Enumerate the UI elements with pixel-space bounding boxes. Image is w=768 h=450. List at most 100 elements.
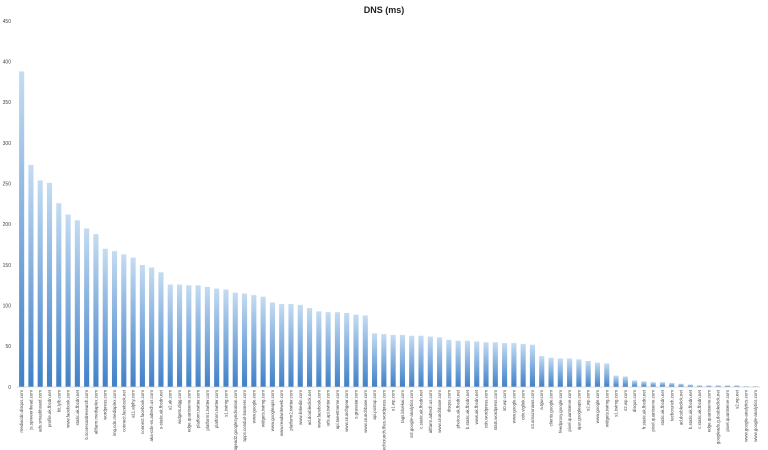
x-tick-label: www.google.com (595, 390, 600, 424)
y-tick-label: 300 (3, 141, 12, 147)
x-tick-label: techcrunch.com (669, 390, 674, 421)
bar (251, 295, 257, 387)
bar (260, 296, 266, 387)
x-tick-label: s3.amazonaws.com (530, 390, 535, 429)
x-tick-label: stats.wordpress.com (493, 390, 498, 431)
bar (121, 254, 127, 387)
x-tick-label: b.static.ak.fbcdn.net (465, 389, 470, 429)
bar (28, 164, 34, 387)
bar (687, 384, 693, 387)
x-tick-label: googleads.g.doubleclick.net (716, 389, 721, 444)
bar (288, 304, 294, 387)
x-tick-label: www.crunchbase.com (437, 390, 442, 433)
bar (427, 336, 433, 387)
chart-title: DNS (ms) (364, 5, 405, 15)
x-tick-label: www.linkedin.com (298, 390, 303, 425)
x-tick-label: ads.smashboard.com (38, 390, 43, 432)
bar (372, 333, 378, 387)
x-tick-label: img.cdn.mediaplex.com (112, 390, 117, 436)
x-tick-label: api.tweetmeme.com (335, 390, 340, 430)
x-tick-label: www.googleapis.com (270, 390, 275, 432)
bar (232, 292, 238, 387)
bar (706, 385, 712, 387)
x-tick-label: c.static.ak.fbcdn.net (419, 389, 424, 429)
bar (316, 311, 322, 387)
x-tick-label: static.ak.fbcdn.net (75, 389, 80, 425)
bar (622, 376, 628, 387)
y-tick-label: 350 (3, 100, 12, 106)
x-tick-label: edge.quantserve.com (186, 390, 191, 433)
x-tick-label: wordpress.com (103, 390, 108, 420)
x-tick-label: s0.wp.com (502, 390, 507, 411)
bar (650, 382, 656, 387)
x-tick-label: ajax.googleapis.com (576, 390, 581, 430)
x-tick-label: disqus.com (632, 390, 637, 413)
bar (37, 180, 43, 387)
x-tick-label: apps.conduit-banners.com (242, 390, 247, 442)
bar (511, 343, 517, 387)
bar (344, 312, 350, 387)
x-tick-label: a.tgw.com (539, 390, 544, 410)
x-tick-label: s1.wp.com (391, 390, 396, 411)
bar (74, 220, 80, 387)
bar (381, 334, 387, 387)
bar (334, 312, 340, 387)
bar (223, 289, 229, 387)
x-tick-label: www.crunchgear.com (344, 390, 349, 432)
bar (362, 315, 368, 387)
x-tick-label: www.google.com (511, 390, 516, 424)
x-tick-label: altfarm.mediaplex.com (93, 390, 98, 435)
y-tick-label: 150 (3, 263, 12, 269)
x-tick-label: tags.bluekai.com (400, 390, 405, 423)
y-tick-label: 450 (3, 19, 12, 25)
bar (139, 265, 145, 387)
bar (149, 267, 155, 387)
x-tick-label: widgets.twimg.com (261, 390, 266, 427)
bar (613, 375, 619, 387)
bar (204, 286, 210, 387)
bar (734, 385, 740, 387)
x-tick-label: www.google-analytics.com (753, 390, 758, 442)
bar (353, 314, 359, 387)
bar (158, 272, 164, 387)
bar (241, 293, 248, 387)
x-tick-label: s-static.ak.fbcdn.net (158, 389, 163, 429)
bar (269, 302, 275, 387)
x-tick-label: aka-cdn-ns.adtech.us.com (149, 390, 154, 442)
bar (659, 382, 666, 387)
x-tick-label: c.static.ak.fbcdn.net (697, 389, 702, 429)
x-tick-label: edge.quantserve.com (706, 390, 711, 433)
x-tick-label: photos.ak.fbcdn.net (456, 389, 461, 428)
bar-series (19, 71, 758, 388)
y-tick-label: 50 (5, 344, 11, 350)
bar (409, 335, 415, 387)
bar (390, 334, 396, 387)
x-tick-label: s2.ak.com (168, 390, 173, 410)
x-tick-label: widgets.twimg.com (604, 390, 609, 427)
x-tick-label: a11.alphy.com (131, 390, 136, 418)
bar (567, 358, 573, 387)
x-tick-label: bit.ly/b.com (56, 390, 61, 413)
bar (669, 382, 675, 387)
bar (186, 285, 192, 387)
x-tick-label: fr.static.ak.fbcdn.net (641, 389, 646, 429)
x-tick-label: altfarm.adtech.us.com (428, 390, 433, 434)
bar (724, 385, 731, 387)
x-tick-label: connect.facebook.net (121, 389, 126, 432)
bar (446, 339, 452, 387)
x-tick-label: ad.doubleclick.net (307, 389, 312, 425)
bar (715, 385, 721, 387)
x-tick-label: www.google-analytics.com (744, 390, 749, 442)
y-tick-label: 0 (8, 385, 11, 391)
bar (548, 357, 554, 387)
x-tick-label: www.facebook.com (316, 390, 321, 428)
x-tick-label: ad.doubleclick.net (679, 389, 684, 425)
bar (539, 356, 545, 387)
bar (111, 251, 118, 387)
bar (84, 228, 90, 387)
bar (93, 234, 99, 387)
bar (752, 386, 758, 387)
bar (455, 340, 461, 387)
x-tick-label: api.postup.com (372, 390, 377, 420)
x-tick-label: ssl.google-analytics.com (409, 390, 414, 438)
